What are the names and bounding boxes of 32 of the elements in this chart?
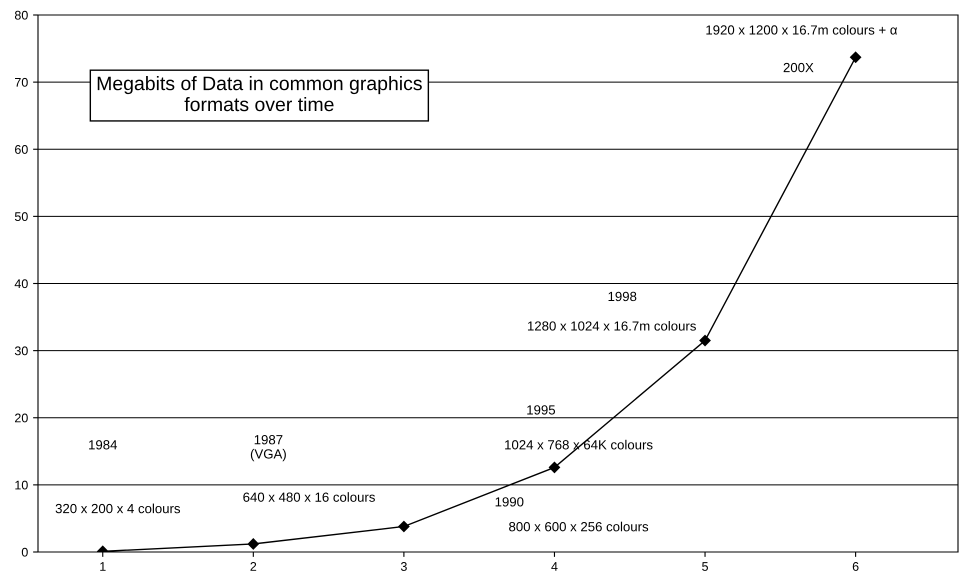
x-tick-label: 1 bbox=[100, 562, 106, 571]
point bbox=[699, 334, 711, 346]
y-tick-label: 60 bbox=[15, 145, 28, 154]
y-tick-label: 0 bbox=[22, 548, 28, 557]
annotation: 200X bbox=[784, 62, 814, 72]
x-tick-label: 5 bbox=[702, 562, 708, 571]
y-tick-label: 20 bbox=[15, 414, 28, 422]
point bbox=[850, 52, 862, 63]
y-tick-label: 70 bbox=[15, 78, 28, 87]
text: Megabits of Data in common graphics formats over time bbox=[98, 76, 422, 112]
y-tick-label: 40 bbox=[14, 279, 28, 288]
point bbox=[248, 538, 259, 550]
point bbox=[548, 462, 560, 474]
annotation: 1920 x 1200 x 16.7m colours + α bbox=[706, 24, 898, 35]
x-tick-label: 4 bbox=[551, 562, 558, 571]
annotation: 320 x 200 x 4 colours bbox=[56, 504, 180, 514]
x-tick-label: 3 bbox=[400, 562, 407, 571]
annotation: 1995 bbox=[527, 405, 556, 415]
y-tick-label: 50 bbox=[14, 212, 28, 222]
point bbox=[398, 520, 410, 532]
annotation: 1280 x 1024 x 16.7m colours bbox=[528, 320, 696, 331]
y-tick-label: 80 bbox=[14, 10, 28, 20]
annotation: 1990 bbox=[496, 497, 524, 507]
annotation: 800 x 600 x 256 colours bbox=[509, 522, 648, 532]
annotation: 1998 bbox=[608, 292, 636, 302]
annotation: 640 x 480 x 16 colours bbox=[243, 492, 375, 502]
y-tick-label: 10 bbox=[15, 480, 28, 490]
x-tick-label: 2 bbox=[250, 562, 256, 571]
annotation: 1987 (VGA) bbox=[250, 435, 286, 462]
y-tick-label: 30 bbox=[14, 346, 28, 356]
x-tick-label: 6 bbox=[852, 562, 859, 571]
annotation: 1984 bbox=[89, 440, 118, 450]
